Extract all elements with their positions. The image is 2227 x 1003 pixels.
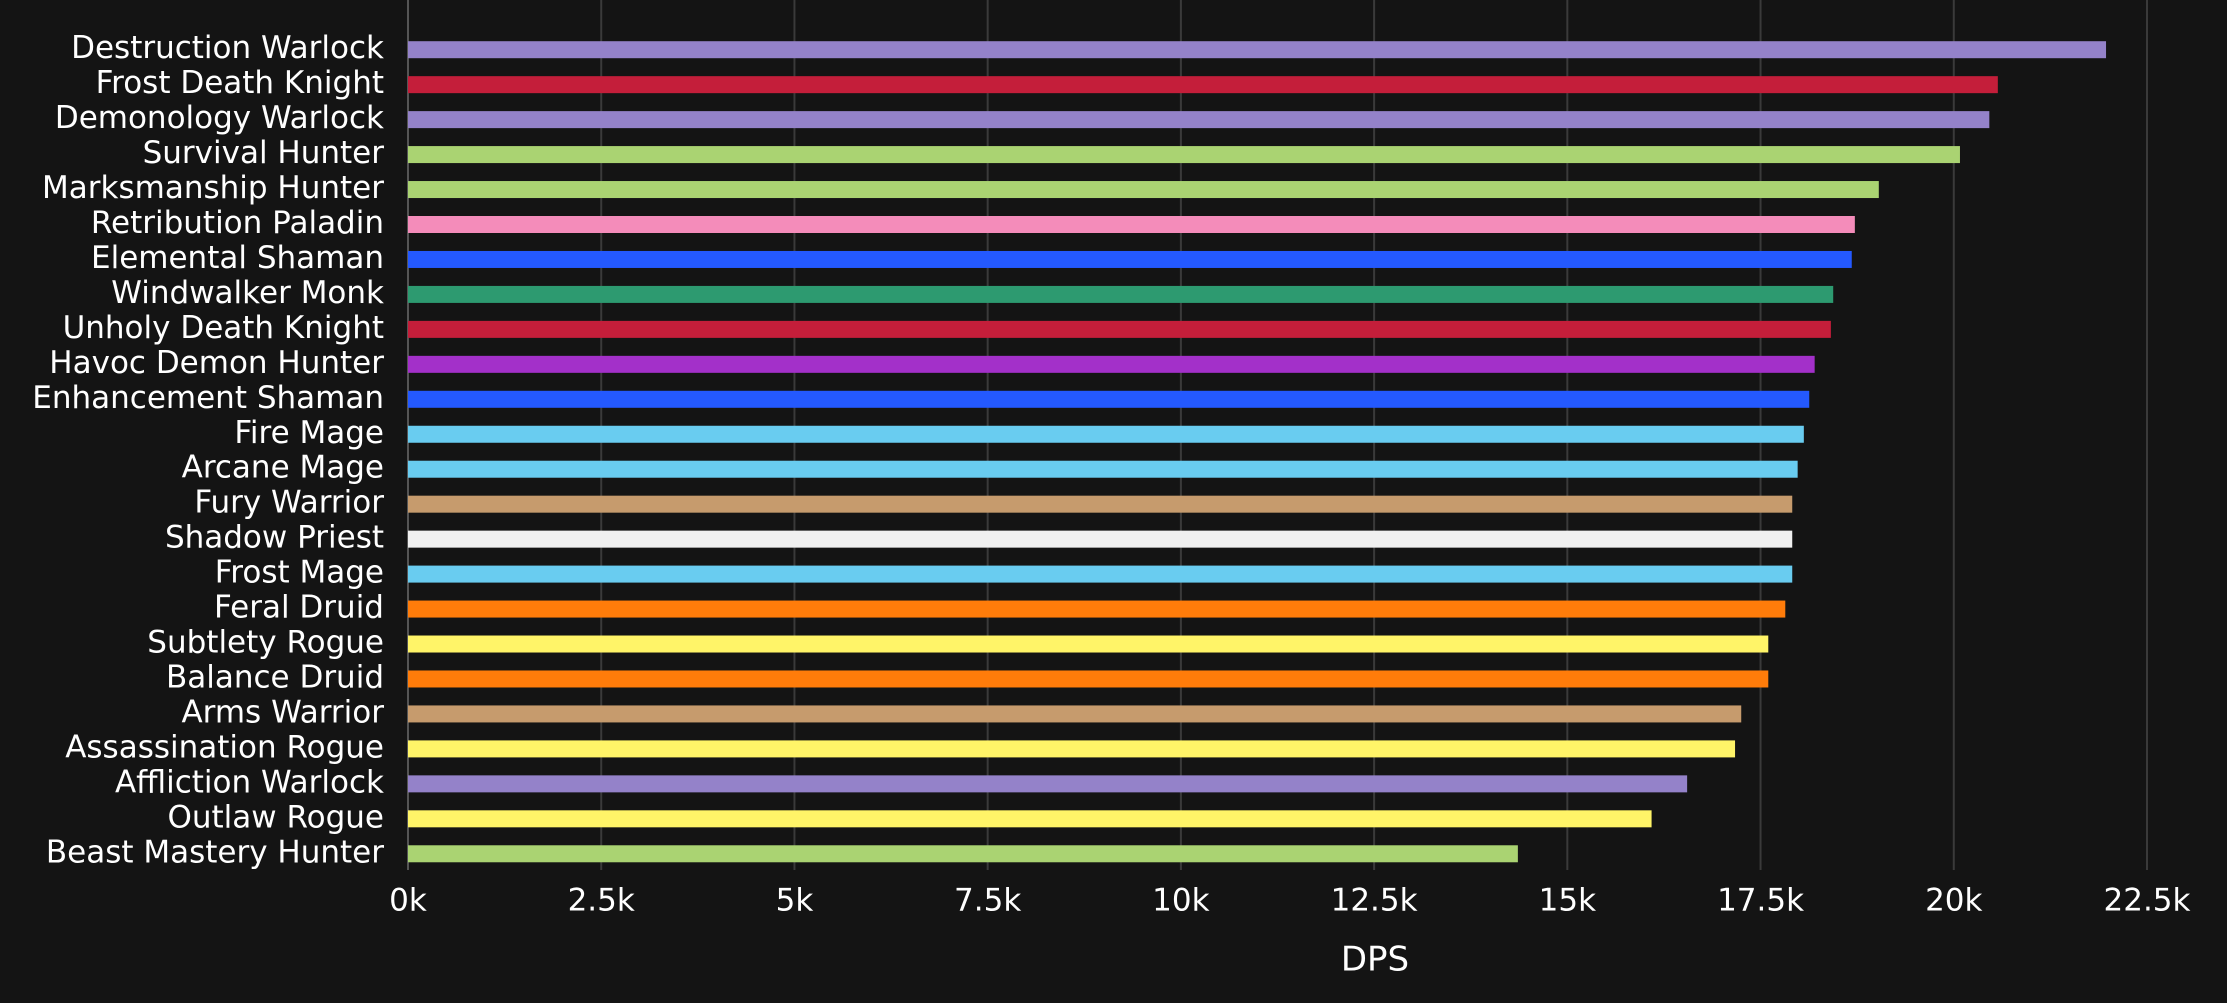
y-tick-label: Assassination Rogue xyxy=(65,729,384,765)
bar xyxy=(408,41,2107,59)
x-tick-label: 0k xyxy=(389,883,427,919)
y-tick-label: Feral Druid xyxy=(214,590,384,626)
bar xyxy=(408,285,1834,303)
y-tick-label: Shadow Priest xyxy=(165,520,384,556)
x-axis-label: DPS xyxy=(1341,940,1409,980)
y-tick-label: Demonology Warlock xyxy=(55,100,384,136)
x-tick-label: 5k xyxy=(776,883,814,919)
bar xyxy=(408,740,1736,758)
bar xyxy=(408,670,1769,688)
y-tick-label: Beast Mastery Hunter xyxy=(46,834,384,870)
bar xyxy=(408,705,1742,723)
bar xyxy=(408,111,1990,129)
bar xyxy=(408,845,1518,863)
x-tick-label: 20k xyxy=(1925,883,1982,919)
bar xyxy=(408,355,1815,373)
x-tick-label: 12.5k xyxy=(1331,883,1418,919)
y-tick-label: Outlaw Rogue xyxy=(167,799,384,835)
bar xyxy=(408,146,1960,164)
y-tick-label: Windwalker Monk xyxy=(111,275,384,311)
y-tick-label: Balance Druid xyxy=(166,659,384,695)
bar xyxy=(408,216,1855,233)
y-tick-label: Marksmanship Hunter xyxy=(42,170,384,206)
x-tick-label: 10k xyxy=(1152,883,1209,919)
y-tick-label: Fury Warrior xyxy=(194,485,384,521)
x-tick-label: 17.5k xyxy=(1717,883,1804,919)
bar xyxy=(408,635,1769,653)
bar xyxy=(408,320,1831,338)
bar xyxy=(408,530,1793,548)
y-tick-label: Enhancement Shaman xyxy=(32,380,384,416)
y-tick-label: Fire Mage xyxy=(234,415,384,451)
y-tick-label: Retribution Paladin xyxy=(91,205,384,241)
y-tick-label: Subtlety Rogue xyxy=(147,625,384,661)
y-tick-label: Arcane Mage xyxy=(182,450,384,486)
x-tick-label: 22.5k xyxy=(2104,883,2191,919)
y-tick-label: Elemental Shaman xyxy=(91,240,384,276)
y-tick-label: Frost Death Knight xyxy=(96,65,384,101)
y-tick-label: Affliction Warlock xyxy=(115,764,384,800)
y-tick-label: Havoc Demon Hunter xyxy=(49,345,384,381)
bar xyxy=(408,810,1652,828)
bar xyxy=(408,76,1998,94)
bar xyxy=(408,565,1793,583)
bar xyxy=(408,390,1810,408)
bar xyxy=(408,181,1879,199)
x-tick-label: 7.5k xyxy=(954,883,1021,919)
bar xyxy=(408,495,1793,513)
bar xyxy=(408,250,1852,268)
y-tick-label: Destruction Warlock xyxy=(71,30,384,66)
x-tick-label: 2.5k xyxy=(568,883,635,919)
bar xyxy=(408,775,1688,793)
bar xyxy=(408,600,1786,618)
y-tick-label: Unholy Death Knight xyxy=(63,310,384,346)
x-tick-label: 15k xyxy=(1539,883,1596,919)
y-tick-label: Survival Hunter xyxy=(143,135,385,171)
bar xyxy=(408,425,1804,443)
y-tick-label: Arms Warrior xyxy=(181,694,384,730)
bar xyxy=(408,460,1798,478)
y-tick-label: Frost Mage xyxy=(215,555,384,591)
